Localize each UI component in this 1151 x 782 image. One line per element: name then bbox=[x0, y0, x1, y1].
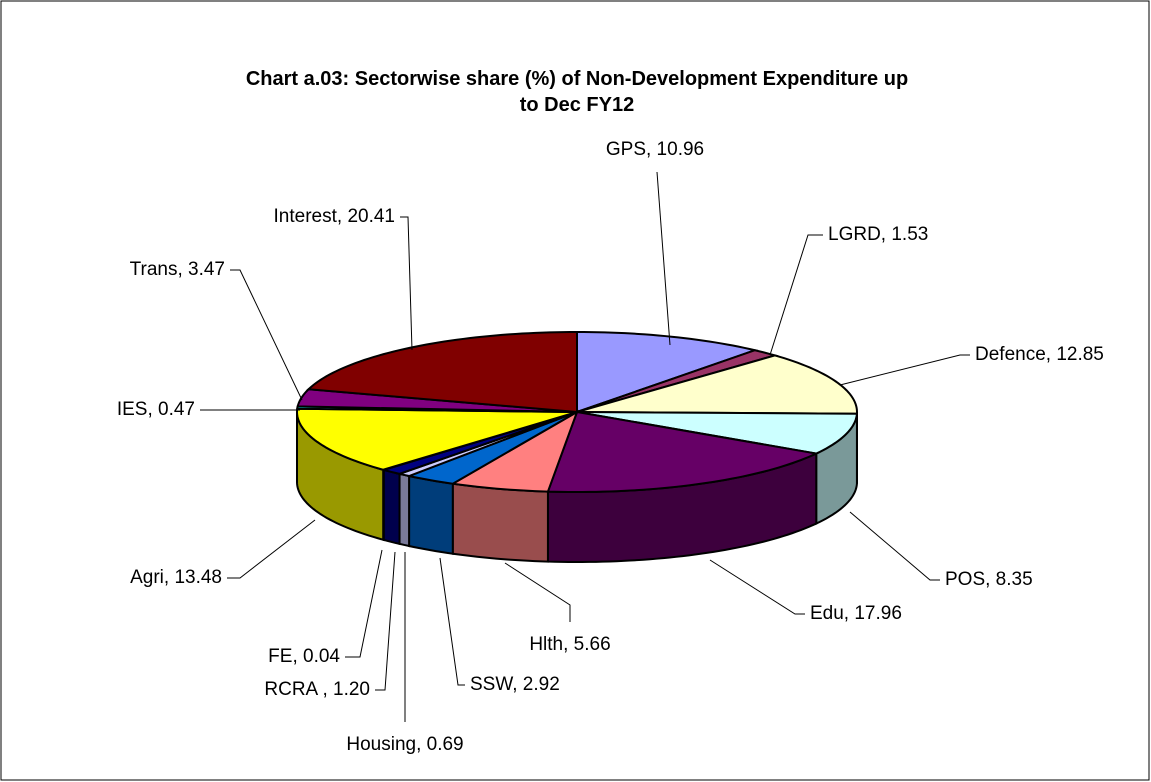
leader-line bbox=[769, 234, 823, 356]
slice-wall bbox=[382, 468, 401, 546]
slice-wall bbox=[398, 472, 411, 548]
leader-line bbox=[375, 551, 396, 691]
data-label: Trans, 3.47 bbox=[130, 259, 225, 280]
data-label: IES, 0.47 bbox=[117, 399, 195, 420]
leader-line bbox=[849, 511, 940, 581]
data-label: RCRA , 1.20 bbox=[264, 679, 370, 700]
slice bbox=[576, 330, 759, 414]
slice bbox=[306, 330, 578, 414]
data-label: POS, 8.35 bbox=[945, 569, 1033, 590]
data-label: SSW, 2.92 bbox=[470, 674, 560, 695]
leader-line bbox=[656, 171, 671, 346]
slice bbox=[449, 409, 579, 493]
data-label: FE, 0.04 bbox=[268, 646, 340, 667]
leader-line bbox=[504, 562, 571, 622]
data-label: GPS, 10.96 bbox=[606, 139, 704, 160]
data-label: LGRD, 1.53 bbox=[828, 224, 928, 245]
leader-line bbox=[230, 269, 303, 401]
chart-title: Chart a.03: Sectorwise share (%) of Non-… bbox=[246, 68, 908, 116]
data-label: Agri, 13.48 bbox=[130, 567, 222, 588]
slice bbox=[576, 411, 859, 455]
slice-wall bbox=[451, 482, 549, 563]
slice bbox=[546, 410, 820, 494]
data-label: Hlth, 5.66 bbox=[529, 634, 610, 655]
leader-line bbox=[709, 559, 805, 615]
data-label: Defence, 12.85 bbox=[975, 344, 1104, 365]
slice-wall bbox=[408, 474, 454, 555]
slice bbox=[576, 354, 859, 415]
leader-line bbox=[227, 519, 316, 579]
data-label: Interest, 20.41 bbox=[274, 206, 395, 227]
data-label: Housing, 0.69 bbox=[346, 734, 463, 755]
leader-line bbox=[345, 549, 383, 658]
pie-tops bbox=[296, 330, 859, 494]
slice bbox=[296, 407, 578, 471]
data-label: Edu, 17.96 bbox=[810, 603, 902, 624]
leader-line bbox=[839, 354, 970, 386]
leader-line bbox=[439, 557, 465, 686]
slice bbox=[405, 411, 578, 485]
leader-line bbox=[400, 216, 413, 351]
